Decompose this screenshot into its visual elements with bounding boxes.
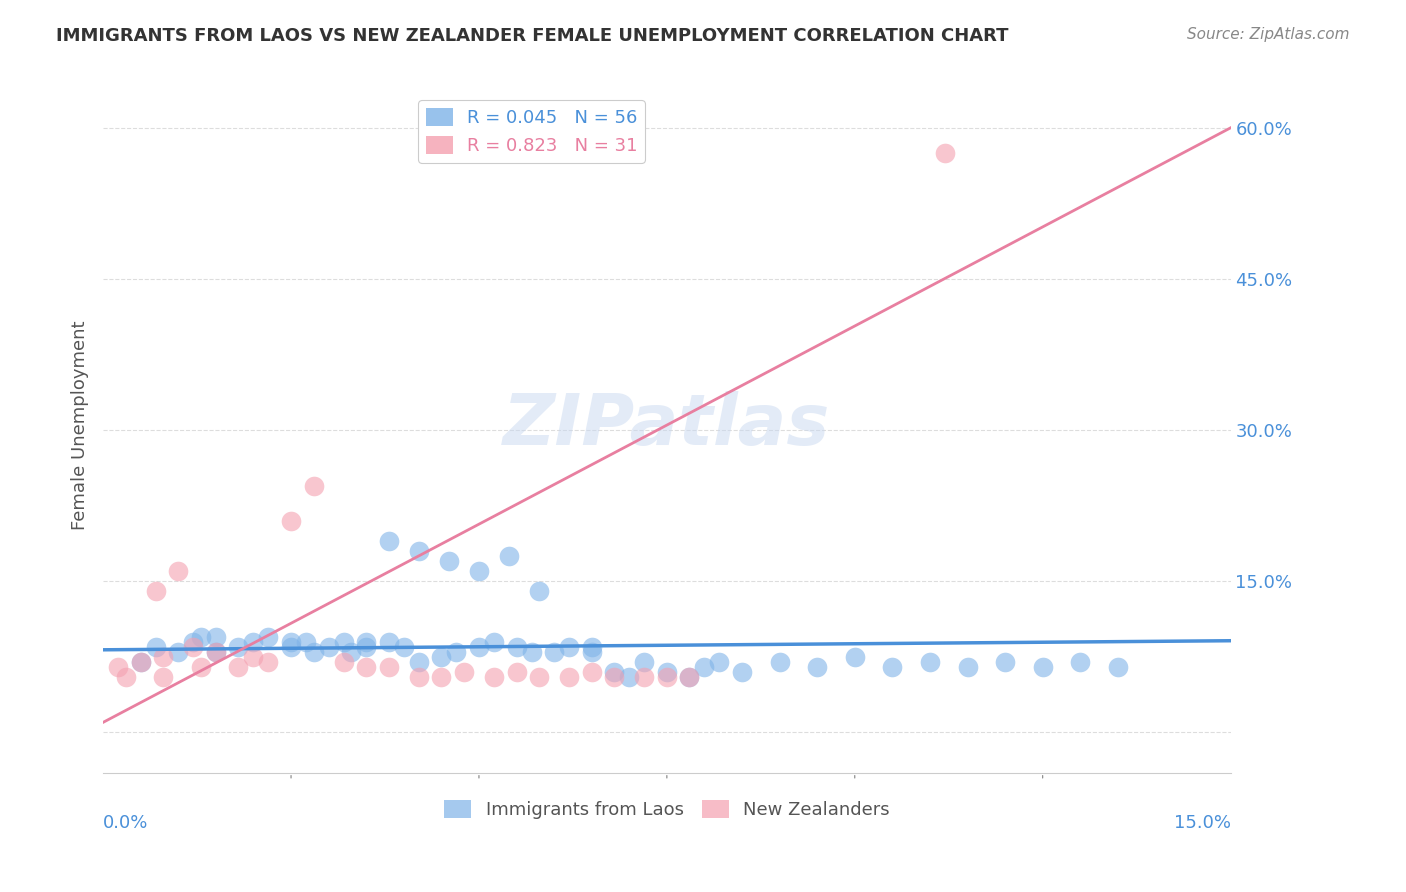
Point (709, 655, 731, 669)
Point (354, 660, 377, 674)
Point (257, 630, 280, 644)
Point (934, 146, 956, 161)
Point (242, 649, 264, 664)
Point (205, 630, 228, 644)
Point (882, 660, 904, 674)
Point (468, 564, 491, 578)
Text: 15.0%: 15.0% (1174, 814, 1230, 832)
Point (806, 660, 828, 674)
Point (1032, 660, 1054, 674)
Point (408, 544, 430, 558)
Point (505, 665, 527, 679)
Point (295, 634, 318, 648)
Point (437, 554, 460, 568)
Point (731, 665, 754, 679)
Point (655, 665, 678, 679)
Point (768, 655, 790, 669)
Point (302, 478, 325, 492)
Point (603, 670, 626, 684)
Point (603, 665, 626, 679)
Legend: Immigrants from Laos, New Zealanders: Immigrants from Laos, New Zealanders (437, 792, 897, 826)
Point (354, 634, 377, 648)
Point (377, 634, 399, 648)
Point (228, 660, 250, 674)
Point (482, 670, 505, 684)
Point (678, 670, 700, 684)
Point (430, 670, 453, 684)
Point (205, 645, 228, 659)
Point (114, 670, 136, 684)
Point (145, 640, 167, 654)
Point (205, 645, 228, 659)
Point (633, 670, 655, 684)
Point (918, 655, 941, 669)
Point (145, 584, 167, 599)
Point (152, 649, 174, 664)
Text: ZIPatlas: ZIPatlas (503, 391, 831, 459)
Point (377, 660, 399, 674)
Point (527, 670, 550, 684)
Point (994, 655, 1017, 669)
Point (332, 634, 354, 648)
Point (558, 640, 581, 654)
Point (354, 640, 377, 654)
Point (482, 634, 505, 648)
Point (302, 645, 325, 659)
Point (430, 649, 453, 664)
Text: Source: ZipAtlas.com: Source: ZipAtlas.com (1187, 27, 1350, 42)
Point (678, 670, 700, 684)
Point (152, 670, 174, 684)
Point (558, 670, 581, 684)
Point (340, 645, 363, 659)
Point (956, 660, 979, 674)
Point (655, 670, 678, 684)
Point (280, 634, 302, 648)
Point (1069, 655, 1091, 669)
Text: IMMIGRANTS FROM LAOS VS NEW ZEALANDER FEMALE UNEMPLOYMENT CORRELATION CHART: IMMIGRANTS FROM LAOS VS NEW ZEALANDER FE… (56, 27, 1008, 45)
Point (242, 634, 264, 648)
Point (446, 645, 468, 659)
Point (392, 640, 415, 654)
Point (408, 655, 430, 669)
Point (280, 514, 302, 528)
Point (498, 549, 520, 563)
Point (318, 640, 340, 654)
Point (129, 655, 152, 669)
Point (257, 655, 280, 669)
Point (1107, 660, 1129, 674)
Point (693, 660, 716, 674)
Point (844, 649, 866, 664)
Point (581, 640, 603, 654)
Point (408, 670, 430, 684)
Point (520, 645, 543, 659)
Point (190, 660, 212, 674)
Point (190, 630, 212, 644)
Text: 0.0%: 0.0% (103, 814, 149, 832)
Y-axis label: Female Unemployment: Female Unemployment (72, 320, 89, 530)
Point (633, 655, 655, 669)
Point (183, 634, 205, 648)
Point (453, 665, 475, 679)
Point (129, 655, 152, 669)
Point (107, 660, 129, 674)
Point (468, 640, 491, 654)
Point (581, 645, 603, 659)
Point (332, 655, 354, 669)
Point (167, 564, 190, 578)
Point (167, 645, 190, 659)
Point (280, 640, 302, 654)
Point (543, 645, 565, 659)
Point (377, 533, 399, 548)
Point (619, 670, 641, 684)
Point (527, 584, 550, 599)
Point (183, 640, 205, 654)
Point (581, 665, 603, 679)
Point (228, 640, 250, 654)
Point (505, 640, 527, 654)
